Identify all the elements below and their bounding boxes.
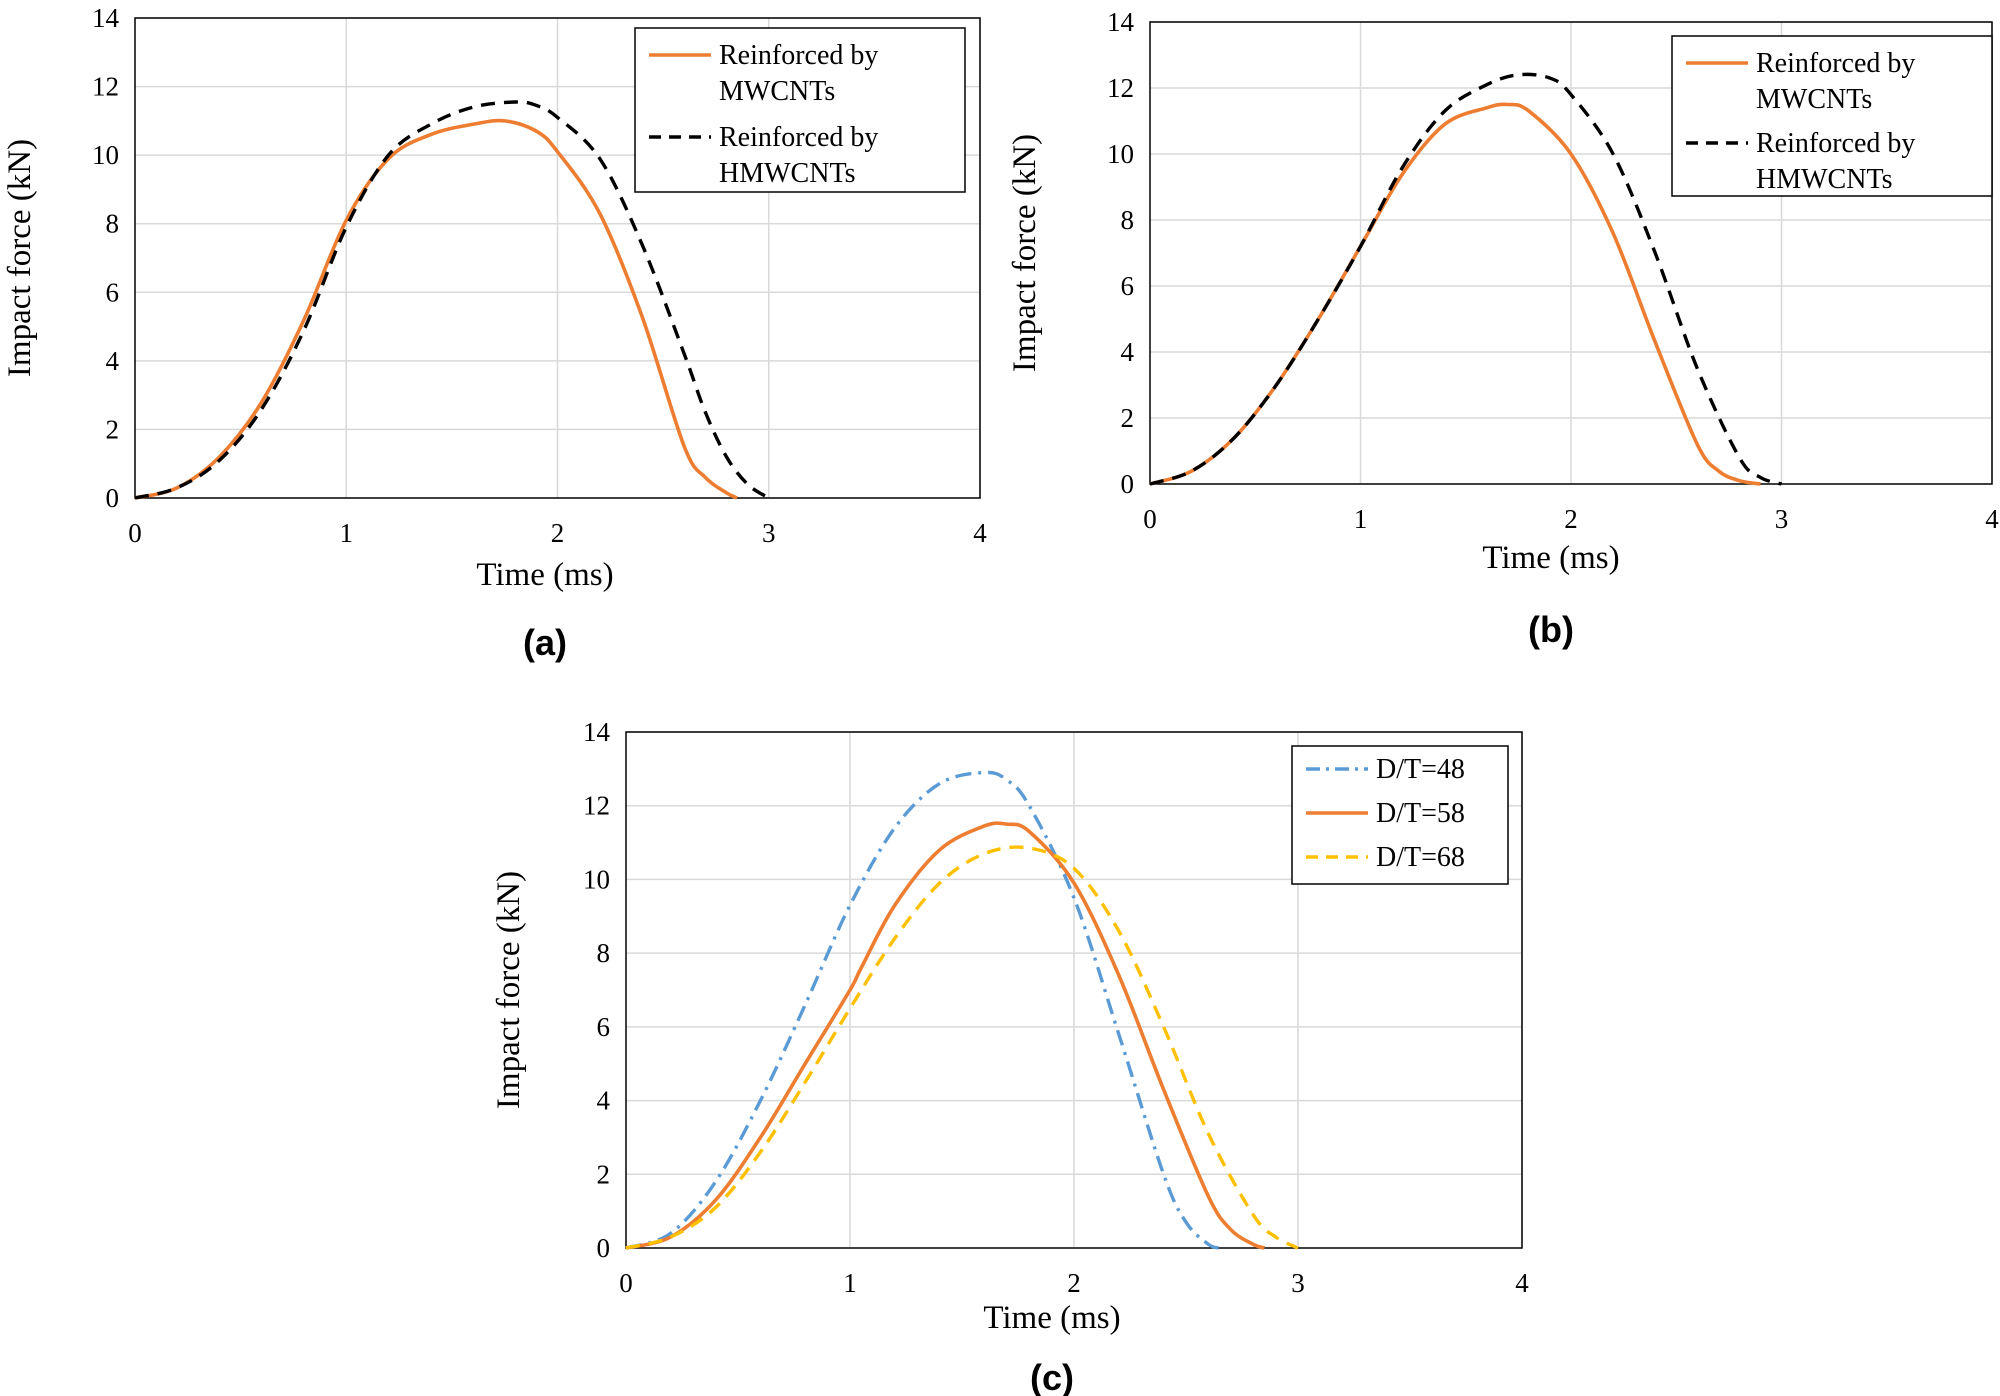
y-tick-label: 8 <box>1121 205 1135 235</box>
y-tick-label: 10 <box>92 140 119 170</box>
legend-label: HMWCNTs <box>1756 164 1893 195</box>
y-tick-label: 6 <box>106 277 120 307</box>
plot-area-frame <box>1149 21 1993 485</box>
legend-label: Reinforced by <box>1756 48 1915 79</box>
y-tick-label: 6 <box>1121 271 1135 301</box>
legend-label: MWCNTs <box>1756 84 1872 115</box>
x-tick-label: 1 <box>1354 504 1368 534</box>
y-tick-label: 14 <box>583 717 611 747</box>
legend-label: Reinforced by <box>719 40 878 71</box>
series-line-reinforced-by-mwcnts <box>134 118 738 500</box>
plot-area-frame <box>625 731 1523 1249</box>
legend-label: Reinforced by <box>1756 128 1915 159</box>
x-tick-label: 0 <box>1143 504 1157 534</box>
y-tick-label: 2 <box>597 1159 611 1189</box>
y-tick-label: 4 <box>1121 337 1135 367</box>
y-axis-title: Impact force (kN) <box>491 871 527 1109</box>
legend-label: Reinforced by <box>719 122 878 153</box>
x-tick-label: 3 <box>1291 1268 1305 1298</box>
series-line-reinforced-by-hmwcnts <box>1149 72 1783 486</box>
x-tick-label: 0 <box>619 1268 633 1298</box>
legend-label: D/T=48 <box>1376 754 1465 785</box>
x-tick-label: 2 <box>1067 1268 1081 1298</box>
y-axis-title: Impact force (kN) <box>1007 134 1043 372</box>
legend: Reinforced by MWCNTs Reinforced by HMWCNTs <box>1671 35 1993 197</box>
x-tick-label: 1 <box>340 518 354 548</box>
y-tick-label: 4 <box>106 346 120 376</box>
y-tick-label: 8 <box>106 209 120 239</box>
y-tick-label: 14 <box>92 3 120 33</box>
legend-label: HMWCNTs <box>719 158 856 189</box>
x-tick-label: 4 <box>1985 504 1999 534</box>
x-tick-label: 4 <box>1515 1268 1529 1298</box>
x-tick-label: 3 <box>762 518 776 548</box>
y-tick-label: 0 <box>597 1233 611 1263</box>
y-tick-label: 12 <box>1107 73 1134 103</box>
y-tick-label: 2 <box>1121 403 1135 433</box>
x-tick-label: 2 <box>551 518 565 548</box>
series-line-d-t-68 <box>625 845 1299 1250</box>
legend-label: MWCNTs <box>719 76 835 107</box>
x-tick-label: 4 <box>973 518 987 548</box>
x-axis-title: Time (ms) <box>476 557 613 593</box>
y-tick-label: 12 <box>583 791 610 821</box>
plot-area-frame <box>134 17 981 499</box>
x-axis-title: Time (ms) <box>1482 540 1619 576</box>
y-tick-label: 0 <box>1121 469 1135 499</box>
series-line-d-t-58 <box>625 821 1265 1250</box>
series-line-reinforced-by-hmwcnts <box>134 100 770 500</box>
legend: Reinforced by MWCNTs Reinforced by HMWCNTs <box>634 27 966 193</box>
legend-box <box>634 27 966 193</box>
series-line-d-t-48 <box>625 770 1221 1250</box>
x-tick-label: 2 <box>1564 504 1578 534</box>
y-tick-label: 14 <box>1107 7 1135 37</box>
x-tick-label: 3 <box>1775 504 1789 534</box>
y-axis-title: Impact force (kN) <box>2 139 38 377</box>
y-tick-label: 10 <box>583 864 610 894</box>
y-tick-label: 6 <box>597 1012 611 1042</box>
x-tick-label: 0 <box>128 518 142 548</box>
y-tick-label: 0 <box>106 483 120 513</box>
y-tick-label: 2 <box>106 414 120 444</box>
legend: D/T=48 D/T=58 D/T=68 <box>1291 745 1509 885</box>
panel-label: (b) <box>1528 609 1574 650</box>
y-tick-label: 12 <box>92 72 119 102</box>
y-tick-label: 4 <box>597 1086 611 1116</box>
y-tick-label: 10 <box>1107 139 1134 169</box>
x-tick-label: 1 <box>843 1268 857 1298</box>
panel-label: (a) <box>523 622 567 663</box>
panel-label: (c) <box>1030 1357 1074 1396</box>
x-axis-title: Time (ms) <box>983 1300 1120 1336</box>
legend-label: D/T=68 <box>1376 842 1465 873</box>
y-tick-label: 8 <box>597 938 611 968</box>
legend-label: D/T=58 <box>1376 798 1465 829</box>
